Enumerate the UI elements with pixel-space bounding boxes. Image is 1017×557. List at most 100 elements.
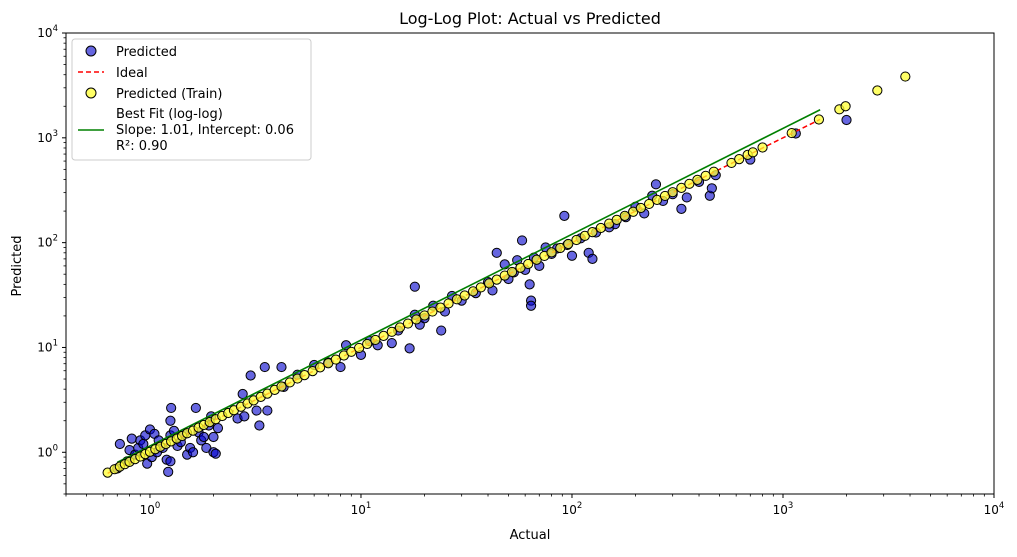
train-point [651, 194, 663, 205]
legend-marker-train [85, 87, 97, 99]
predicted-point [239, 411, 250, 422]
train-point [386, 326, 397, 337]
train-point [394, 322, 406, 333]
predicted-point [524, 279, 535, 290]
predicted-point [650, 179, 662, 190]
train-point [523, 258, 534, 270]
predicted-point [245, 370, 256, 381]
predicted-point [190, 402, 201, 414]
x-tick-label: 100 [140, 501, 161, 517]
y-tick-label: 104 [37, 24, 58, 40]
train-point [314, 362, 326, 373]
predicted-point [706, 183, 717, 194]
train-point [692, 174, 703, 185]
predicted-point [335, 361, 346, 373]
predicted-point [237, 388, 248, 400]
train-point [708, 166, 719, 177]
legend-label-best-fit-line3: R²: 0.90 [116, 139, 168, 154]
x-tick-label: 103 [773, 501, 794, 517]
train-point [402, 318, 414, 329]
predicted-point [841, 114, 852, 126]
x-tick-label: 104 [984, 501, 1005, 517]
train-point [734, 154, 745, 165]
predicted-point [198, 431, 209, 443]
legend-label-predicted: Predicted [116, 45, 177, 60]
train-point [427, 306, 438, 317]
predicted-point [525, 300, 537, 311]
train-point [299, 369, 310, 381]
train-point [786, 127, 797, 139]
train-point [747, 147, 758, 158]
predicted-point [208, 431, 219, 443]
chart-marks [102, 71, 911, 478]
legend-label-best-fit-line2: Slope: 1.01, Intercept: 0.06 [116, 123, 294, 138]
train-point [378, 330, 389, 341]
train-point [475, 282, 486, 293]
predicted-point [587, 253, 598, 264]
legend-marker-predicted [85, 45, 97, 57]
train-point [435, 302, 446, 313]
plot-frame [65, 32, 995, 495]
y-axis-label: Predicted [10, 235, 25, 296]
y-tick-label: 100 [37, 443, 58, 459]
predicted-point [165, 456, 176, 467]
train-point [587, 227, 598, 238]
predicted-point [681, 192, 692, 203]
x-axis-label: Actual [510, 528, 551, 543]
train-point [813, 114, 825, 125]
chart-title: Log-Log Plot: Actual vs Predicted [399, 9, 661, 28]
y-tick-label: 102 [37, 234, 58, 250]
train-point [840, 101, 851, 112]
legend-label-best-fit-line1: Best Fit (log-log) [116, 107, 223, 122]
predicted-point [276, 361, 287, 373]
predicted-point [126, 433, 137, 444]
predicted-point [251, 405, 262, 416]
train-point [684, 178, 695, 189]
train-point [506, 266, 518, 278]
train-point [611, 214, 622, 225]
train-point [411, 314, 422, 325]
x-tick-label: 101 [351, 501, 372, 517]
predicted-point [436, 325, 447, 336]
train-point [443, 298, 454, 309]
predicted-point [212, 423, 224, 434]
legend: Predicted Ideal Predicted (Train) Best F… [71, 38, 312, 161]
train-point [900, 71, 911, 82]
train-point [872, 85, 883, 96]
train-point [276, 381, 287, 392]
predicted-point [491, 247, 502, 258]
predicted-point [163, 466, 174, 477]
predicted-point [259, 361, 270, 373]
axis-ticks: 100 101 102 103 104 100 101 102 103 104 [37, 24, 1004, 517]
train-point [757, 142, 768, 153]
train-point [546, 247, 557, 258]
x-tick-label: 102 [562, 501, 583, 517]
train-point [571, 234, 582, 246]
y-tick-label: 103 [37, 129, 58, 145]
predicted-point [114, 438, 125, 450]
predicted-point [254, 420, 265, 431]
train-point [667, 187, 678, 198]
predicted-point [386, 338, 397, 349]
predicted-point [676, 203, 687, 214]
train-point [330, 354, 341, 365]
legend-box [71, 38, 312, 161]
best-fit-line [116, 109, 821, 464]
train-point [635, 202, 646, 214]
predicted-point [559, 210, 570, 221]
predicted-point [210, 448, 221, 459]
predicted-point [165, 415, 176, 426]
train-point [595, 222, 606, 234]
predicted-point [409, 281, 420, 292]
predicted-point [566, 250, 578, 261]
train-point [644, 198, 655, 210]
train-point [700, 170, 711, 181]
predicted-point [516, 235, 528, 246]
legend-label-train: Predicted (Train) [116, 87, 223, 102]
y-tick-label: 101 [37, 338, 58, 354]
predicted-point [187, 447, 199, 458]
train-point [362, 338, 373, 350]
train-point [459, 290, 470, 301]
